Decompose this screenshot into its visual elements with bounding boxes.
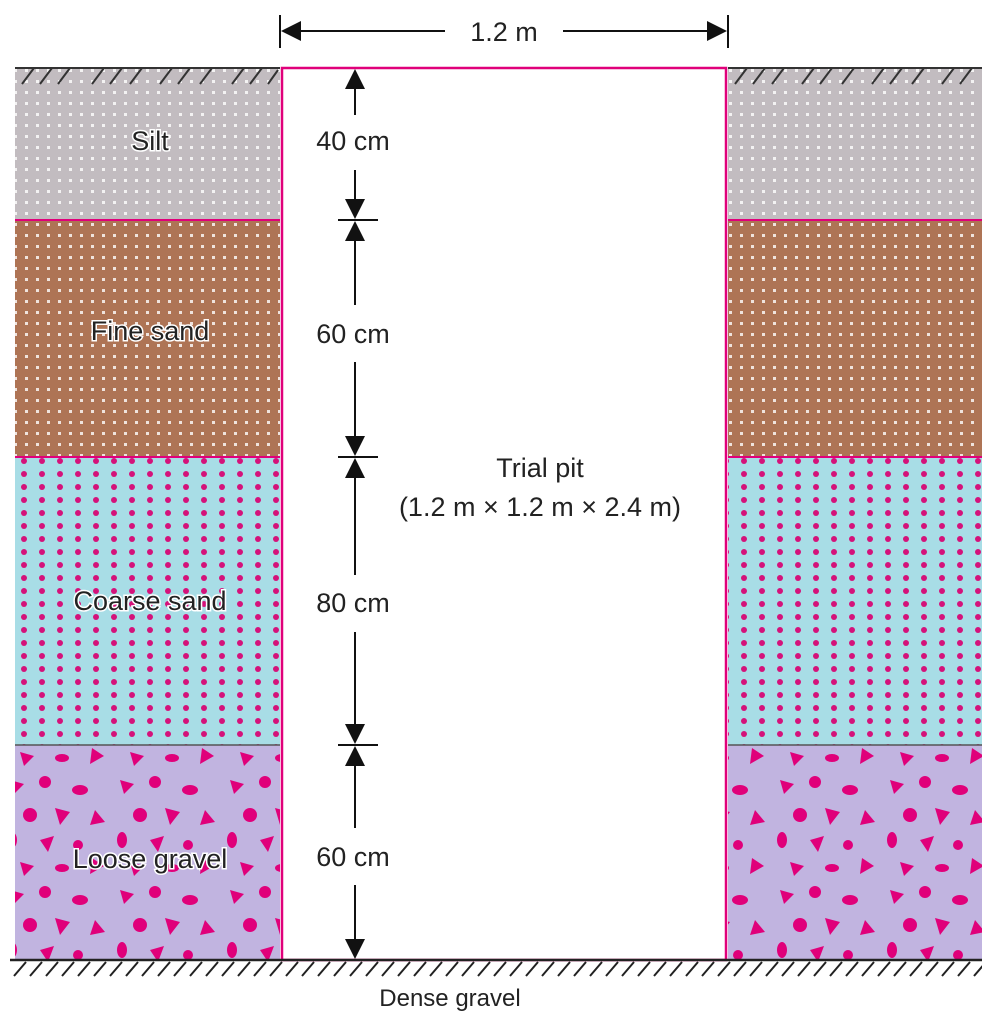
width-label: 1.2 m [470,17,538,47]
depth-dimensions [338,69,378,959]
loose-gravel-label: Loose gravel [73,844,228,874]
trial-pit-title: Trial pit [496,453,584,483]
coarse-sand-thickness-label: 80 cm [316,588,390,618]
ground-surface-hatch [15,67,982,85]
loose-gravel-thickness-label: 60 cm [316,842,390,872]
silt-label: Silt [131,126,169,156]
trial-pit-dimensions: (1.2 m × 1.2 m × 2.4 m) [399,492,681,522]
coarse-sand-label: Coarse sand [73,586,226,616]
right-soil-column [728,68,982,960]
width-dimension: 1.2 m [279,15,729,48]
fine-sand-label: Fine sand [91,316,210,346]
silt-thickness-label: 40 cm [316,126,390,156]
dense-gravel-surface [10,958,982,977]
dense-gravel-label: Dense gravel [379,985,520,1012]
fine-sand-thickness-label: 60 cm [316,319,390,349]
left-soil-column [15,68,280,960]
